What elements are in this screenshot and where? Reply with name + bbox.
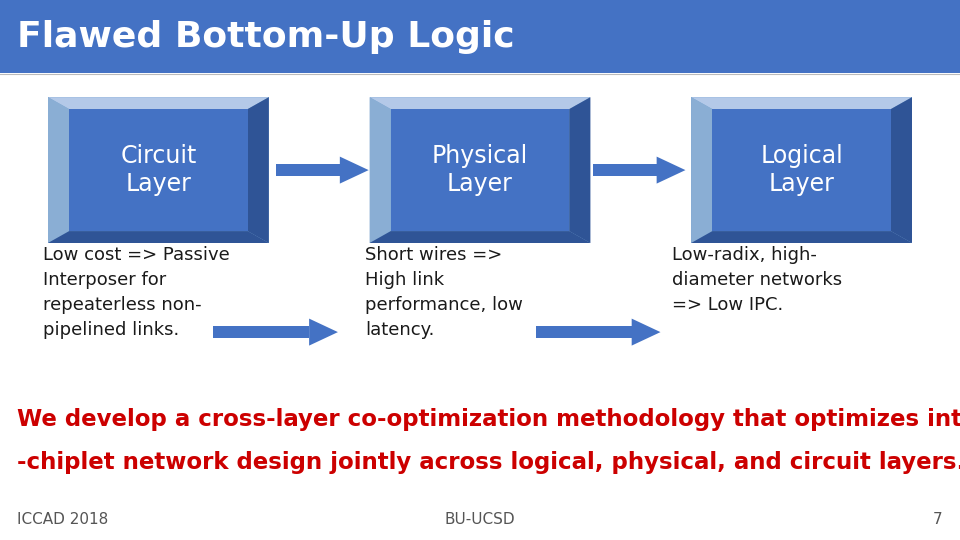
FancyBboxPatch shape <box>213 326 309 338</box>
Polygon shape <box>48 97 269 109</box>
Text: We develop a cross-layer co-optimization methodology that optimizes inter: We develop a cross-layer co-optimization… <box>17 408 960 431</box>
Polygon shape <box>657 157 685 184</box>
FancyBboxPatch shape <box>69 109 248 231</box>
Polygon shape <box>691 231 912 243</box>
Polygon shape <box>691 97 912 109</box>
Polygon shape <box>340 157 369 184</box>
FancyBboxPatch shape <box>391 109 569 231</box>
FancyBboxPatch shape <box>593 164 657 176</box>
Polygon shape <box>370 97 391 243</box>
Polygon shape <box>48 97 69 243</box>
Polygon shape <box>48 231 269 243</box>
Text: Low-radix, high-
diameter networks
=> Low IPC.: Low-radix, high- diameter networks => Lo… <box>672 246 842 314</box>
FancyBboxPatch shape <box>712 109 891 231</box>
Text: Logical
Layer: Logical Layer <box>760 144 843 196</box>
FancyBboxPatch shape <box>536 326 632 338</box>
Text: 7: 7 <box>933 511 943 526</box>
Polygon shape <box>309 319 338 346</box>
FancyBboxPatch shape <box>276 164 340 176</box>
FancyBboxPatch shape <box>0 0 960 73</box>
FancyBboxPatch shape <box>370 97 590 243</box>
Polygon shape <box>248 97 269 243</box>
Text: Short wires =>
High link
performance, low
latency.: Short wires => High link performance, lo… <box>365 246 522 339</box>
Text: Low cost => Passive
Interposer for
repeaterless non-
pipelined links.: Low cost => Passive Interposer for repea… <box>43 246 230 339</box>
Polygon shape <box>891 97 912 243</box>
FancyBboxPatch shape <box>48 97 269 243</box>
Polygon shape <box>632 319 660 346</box>
Polygon shape <box>569 97 590 243</box>
Text: ICCAD 2018: ICCAD 2018 <box>17 511 108 526</box>
Polygon shape <box>370 231 590 243</box>
Text: Physical
Layer: Physical Layer <box>432 144 528 196</box>
Text: Circuit
Layer: Circuit Layer <box>120 144 197 196</box>
Text: -chiplet network design jointly across logical, physical, and circuit layers.: -chiplet network design jointly across l… <box>17 451 960 474</box>
Text: BU-UCSD: BU-UCSD <box>444 511 516 526</box>
Polygon shape <box>691 97 712 243</box>
Text: Flawed Bottom-Up Logic: Flawed Bottom-Up Logic <box>17 20 515 53</box>
FancyBboxPatch shape <box>691 97 912 243</box>
Polygon shape <box>370 97 590 109</box>
